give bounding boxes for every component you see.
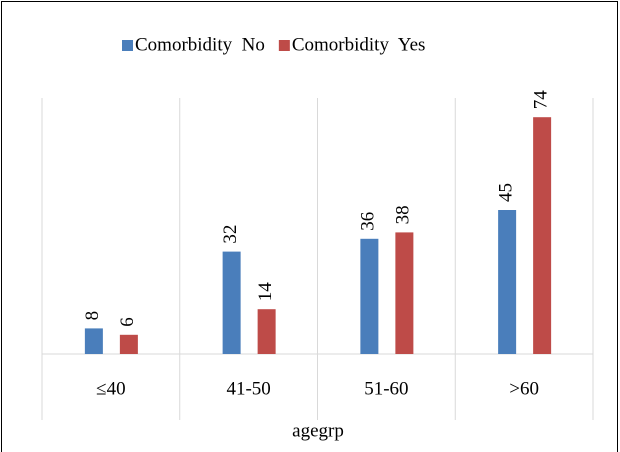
bar [360, 238, 379, 354]
data-label: 36 [358, 212, 379, 231]
bar [119, 334, 138, 354]
data-label: 32 [220, 225, 241, 244]
x-tick-label: ≤40 [96, 378, 125, 399]
x-tick-label: 51-60 [364, 378, 408, 399]
data-label: 6 [117, 317, 138, 327]
data-label: 14 [255, 282, 276, 302]
bar [498, 210, 517, 354]
legend-swatch [122, 40, 133, 51]
legend-swatch [278, 40, 290, 51]
data-label: 45 [495, 183, 516, 202]
bar [395, 232, 414, 354]
data-label: 74 [530, 90, 551, 110]
x-tick-label: >60 [509, 378, 539, 399]
data-label: 8 [82, 311, 103, 321]
x-axis-title: agegrp [292, 420, 344, 441]
bar [533, 117, 552, 354]
bar [84, 328, 103, 354]
data-label: 38 [393, 205, 414, 224]
legend-label: Comorbidity Yes [292, 34, 426, 55]
x-tick-label: 41-50 [226, 378, 270, 399]
legend-label: Comorbidity No [135, 34, 265, 55]
bar [222, 251, 241, 354]
bar [257, 309, 276, 354]
